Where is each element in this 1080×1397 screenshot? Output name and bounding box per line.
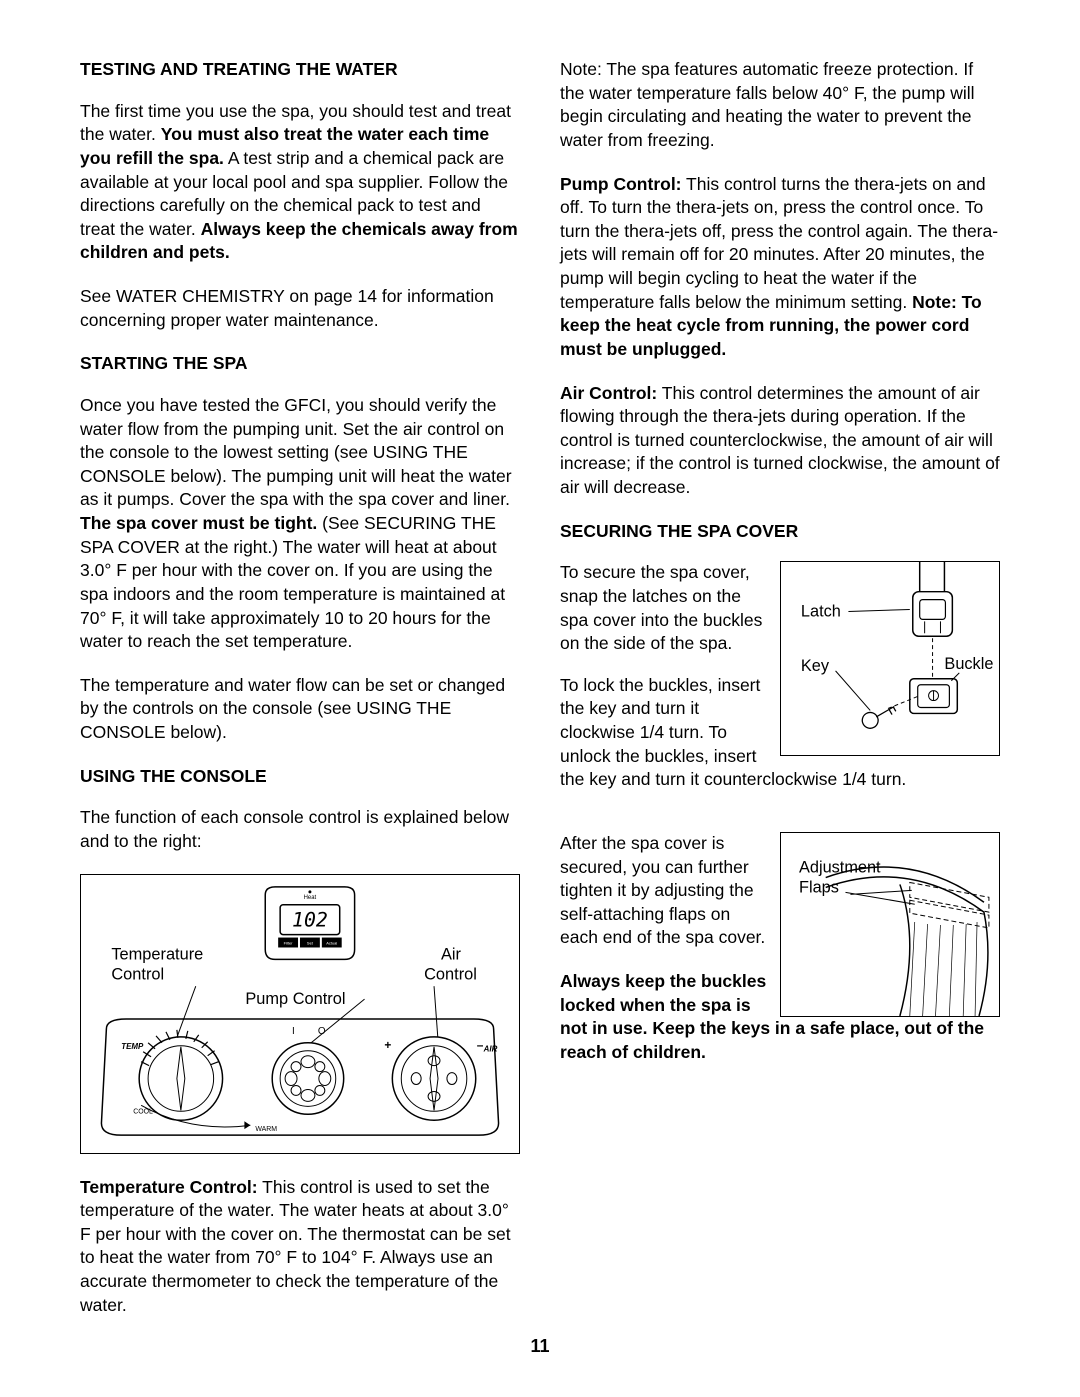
svg-text:Filter: Filter [284, 940, 293, 945]
spacer [560, 812, 1000, 832]
para: Temperature Control: This control is use… [80, 1176, 520, 1318]
flap-diagram: AdjustmentFlaps [781, 833, 999, 1016]
para: Note: The spa features automatic freeze … [560, 58, 1000, 153]
para: The first time you use the spa, you shou… [80, 100, 520, 265]
page-number: 11 [0, 1336, 1080, 1357]
para: Air Control: This control determines the… [560, 382, 1000, 500]
console-diagram: TemperatureControl AirControl Pump Contr… [81, 875, 519, 1153]
svg-text:I: I [292, 1025, 295, 1036]
bold-text: Pump Control: [560, 174, 682, 194]
svg-text:+: + [384, 1037, 391, 1051]
para: Once you have tested the GFCI, you shoul… [80, 394, 520, 654]
svg-text:Buckle: Buckle [944, 655, 993, 673]
latch-section: Latch Key Buckle To secure the spa cover… [560, 561, 1000, 812]
svg-text:AIR: AIR [483, 1044, 498, 1053]
display-unit: 102 Heat Filter Set Actual [265, 886, 354, 958]
bold-text: The spa cover must be tight. [80, 513, 317, 533]
flap-section: AdjustmentFlaps After the spa cover is s… [560, 832, 1000, 1085]
latch-figure: Latch Key Buckle [780, 561, 1000, 756]
text: Once you have tested the GFCI, you shoul… [80, 395, 512, 510]
text: (See SECURING THE SPA COVER at the right… [80, 513, 505, 651]
bold-text: Air Control: [560, 383, 657, 403]
left-column: TESTING AND TREATING THE WATER The first… [80, 58, 520, 1337]
latch-diagram: Latch Key Buckle [781, 562, 999, 755]
manual-page: TESTING AND TREATING THE WATER The first… [0, 0, 1080, 1397]
svg-text:Set: Set [307, 940, 314, 945]
right-column: Note: The spa features automatic freeze … [560, 58, 1000, 1337]
svg-text:TEMP: TEMP [121, 1041, 144, 1050]
para: The temperature and water flow can be se… [80, 674, 520, 745]
svg-text:Heat: Heat [304, 894, 317, 900]
bold-text: Temperature Control: [80, 1177, 258, 1197]
svg-text:102: 102 [292, 908, 328, 931]
pump-control-label: Pump Control [245, 990, 345, 1008]
para: See WATER CHEMISTRY on page 14 for infor… [80, 285, 520, 332]
para: The function of each console control is … [80, 806, 520, 853]
svg-text:–: – [477, 1037, 484, 1051]
svg-text:COOL: COOL [133, 1108, 153, 1115]
two-column-layout: TESTING AND TREATING THE WATER The first… [80, 58, 1000, 1337]
svg-text:Latch: Latch [801, 603, 841, 621]
svg-text:Actual: Actual [326, 940, 337, 945]
temp-dial: TEMP COOL WARM [121, 1029, 277, 1132]
heading-console: USING THE CONSOLE [80, 765, 520, 789]
svg-text:Key: Key [801, 657, 830, 675]
flap-figure: AdjustmentFlaps [780, 832, 1000, 1017]
text: This control is used to set the temperat… [80, 1177, 511, 1315]
para: Pump Control: This control turns the the… [560, 173, 1000, 362]
svg-text:WARM: WARM [255, 1126, 277, 1133]
air-dial: + – AIR [384, 1036, 497, 1119]
temp-control-label: TemperatureControl [111, 945, 203, 983]
heading-securing: SECURING THE SPA COVER [560, 520, 1000, 544]
pump-button: I O [272, 1025, 343, 1113]
heading-testing: TESTING AND TREATING THE WATER [80, 58, 520, 82]
air-control-label: AirControl [424, 945, 477, 983]
heading-starting: STARTING THE SPA [80, 352, 520, 376]
svg-text:O: O [318, 1025, 326, 1036]
console-figure: TemperatureControl AirControl Pump Contr… [80, 874, 520, 1154]
